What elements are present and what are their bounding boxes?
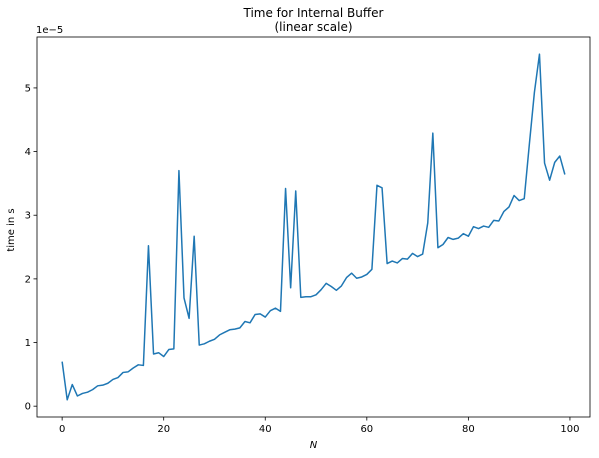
plot-frame [36, 36, 591, 418]
y-tick-label: 2 [25, 274, 31, 285]
chart-subtitle: (linear scale) [274, 20, 352, 34]
x-axis-ticks: 0 20 40 60 80 100 [59, 417, 579, 435]
y-tick-label: 0 [25, 402, 31, 413]
series-line-0 [61, 53, 566, 401]
x-tick-label: 20 [157, 424, 170, 435]
x-tick-label: 0 [59, 424, 65, 435]
x-tick-label: 40 [259, 424, 272, 435]
x-axis-label: N [310, 440, 318, 451]
y-tick-label: 1 [25, 338, 31, 349]
y-axis-ticks: 0 1 2 3 4 5 [25, 83, 37, 413]
y-axis-label: time in s [6, 208, 17, 251]
x-tick-label: 60 [360, 424, 373, 435]
y-offset-label: 1e−5 [36, 25, 63, 36]
y-tick-label: 4 [25, 147, 31, 158]
series-layer [61, 53, 566, 401]
x-tick-label: 100 [560, 424, 579, 435]
x-tick-label: 80 [462, 424, 475, 435]
y-tick-label: 3 [25, 211, 31, 222]
y-tick-label: 5 [25, 83, 31, 94]
chart-title: Time for Internal Buffer [243, 6, 384, 20]
